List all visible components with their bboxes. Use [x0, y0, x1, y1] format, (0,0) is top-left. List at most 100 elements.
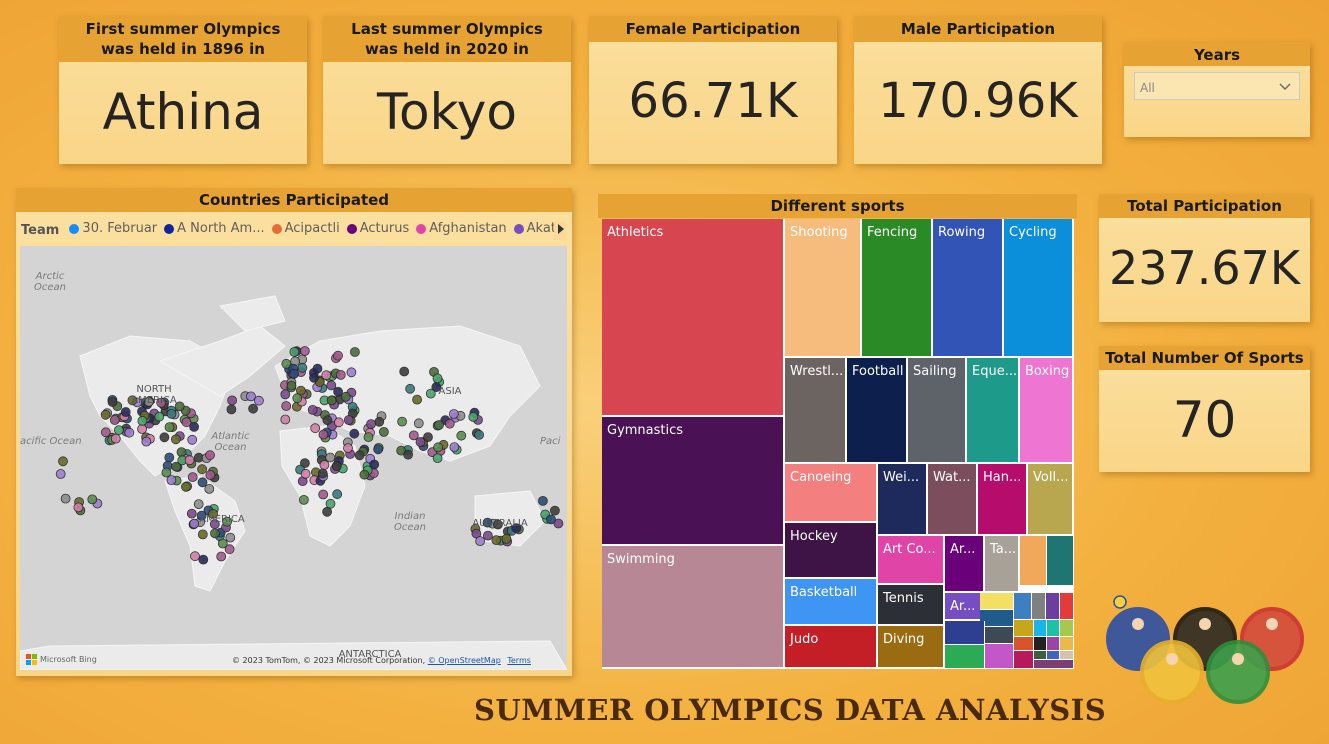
team-location-dot[interactable]	[423, 432, 433, 443]
legend-next-arrow[interactable]	[554, 222, 566, 240]
team-location-dot[interactable]	[197, 477, 208, 488]
team-location-dot[interactable]	[216, 551, 227, 562]
treemap-cell[interactable]: Sailing	[908, 358, 967, 464]
team-location-dot[interactable]	[110, 433, 121, 444]
team-location-dot[interactable]	[164, 422, 175, 433]
team-location-dot[interactable]	[73, 502, 84, 513]
team-location-dot[interactable]	[292, 393, 303, 404]
team-location-dot[interactable]	[280, 414, 291, 425]
team-location-dot[interactable]	[346, 367, 357, 378]
team-location-dot[interactable]	[415, 437, 426, 447]
team-location-dot[interactable]	[425, 388, 436, 399]
treemap-cell[interactable]: Swimming	[602, 546, 785, 669]
team-location-dot[interactable]	[312, 363, 323, 374]
treemap-cell[interactable]: Basketball	[785, 579, 878, 626]
team-location-dot[interactable]	[193, 499, 204, 510]
team-location-dot[interactable]	[363, 432, 374, 443]
team-location-dot[interactable]	[448, 409, 459, 419]
team-location-dot[interactable]	[55, 469, 66, 479]
team-location-dot[interactable]	[289, 368, 300, 379]
treemap-cell-small[interactable]	[1060, 620, 1074, 637]
treemap-cell-small[interactable]	[1014, 593, 1032, 620]
legend-item[interactable]: Acturus	[346, 221, 409, 236]
treemap-cell-small[interactable]	[980, 644, 1014, 669]
team-location-dot[interactable]	[197, 529, 208, 540]
team-location-dot[interactable]	[114, 425, 124, 436]
team-location-dot[interactable]	[399, 366, 410, 377]
team-location-dot[interactable]	[87, 494, 98, 505]
treemap-cell-small[interactable]	[945, 645, 985, 669]
team-location-dot[interactable]	[124, 427, 135, 438]
team-location-dot[interactable]	[190, 551, 200, 562]
team-location-dot[interactable]	[318, 429, 329, 440]
treemap-cell[interactable]: Judo	[785, 626, 878, 669]
team-location-dot[interactable]	[449, 442, 460, 453]
team-location-dot[interactable]	[482, 530, 493, 541]
team-location-dot[interactable]	[181, 417, 192, 428]
treemap-cell-small[interactable]	[1034, 660, 1074, 669]
team-location-dot[interactable]	[309, 372, 319, 383]
team-location-dot[interactable]	[196, 510, 207, 521]
team-location-dot[interactable]	[405, 383, 416, 394]
team-location-dot[interactable]	[281, 401, 292, 411]
team-location-dot[interactable]	[511, 523, 522, 534]
team-location-dot[interactable]	[322, 506, 333, 517]
team-location-dot[interactable]	[164, 452, 175, 463]
treemap-cell[interactable]: Eque...	[967, 358, 1020, 464]
team-location-dot[interactable]	[156, 397, 167, 408]
team-location-dot[interactable]	[248, 403, 259, 414]
treemap-cell[interactable]: Han...	[978, 464, 1028, 536]
team-location-dot[interactable]	[109, 415, 120, 425]
team-location-dot[interactable]	[475, 536, 486, 547]
team-location-dot[interactable]	[180, 481, 191, 492]
team-location-dot[interactable]	[60, 493, 71, 504]
team-location-dot[interactable]	[227, 395, 238, 406]
treemap-cell[interactable]: Ta...	[985, 536, 1020, 593]
team-location-dot[interactable]	[189, 421, 200, 432]
terms-link[interactable]: Terms	[507, 656, 531, 665]
team-location-dot[interactable]	[408, 430, 419, 441]
treemap-cell[interactable]: Football	[847, 358, 908, 464]
team-location-dot[interactable]	[343, 415, 354, 425]
team-location-dot[interactable]	[456, 430, 467, 441]
team-location-dot[interactable]	[359, 469, 370, 480]
team-location-dot[interactable]	[299, 458, 310, 469]
team-location-dot[interactable]	[332, 489, 343, 500]
team-location-dot[interactable]	[171, 461, 182, 472]
team-location-dot[interactable]	[137, 424, 147, 434]
team-location-dot[interactable]	[333, 350, 343, 361]
team-location-dot[interactable]	[204, 483, 215, 494]
team-location-dot[interactable]	[120, 407, 131, 417]
years-dropdown[interactable]: All	[1134, 72, 1300, 100]
team-location-dot[interactable]	[161, 467, 172, 478]
treemap-cell-small[interactable]	[1034, 620, 1047, 637]
treemap-cell-small[interactable]	[945, 621, 985, 645]
treemap-cell-small[interactable]	[1034, 651, 1047, 660]
treemap-cell-small[interactable]	[1034, 637, 1047, 651]
team-location-dot[interactable]	[222, 516, 233, 527]
treemap-cell[interactable]: Voll...	[1028, 464, 1074, 536]
treemap-cell[interactable]: Boxing	[1020, 358, 1074, 464]
team-location-dot[interactable]	[100, 409, 111, 420]
team-location-dot[interactable]	[198, 554, 209, 565]
team-location-dot[interactable]	[186, 508, 197, 519]
treemap-cell[interactable]: Athletics	[602, 219, 785, 417]
team-location-dot[interactable]	[299, 346, 310, 356]
team-location-dot[interactable]	[174, 401, 185, 412]
team-location-dot[interactable]	[226, 404, 237, 415]
treemap-cell[interactable]: Fencing	[862, 219, 933, 358]
team-location-dot[interactable]	[319, 460, 330, 470]
team-location-dot[interactable]	[154, 411, 165, 422]
treemap-cell[interactable]: Tennis	[878, 585, 945, 626]
team-location-dot[interactable]	[468, 411, 479, 422]
team-location-dot[interactable]	[100, 427, 111, 438]
team-location-dot[interactable]	[176, 447, 187, 458]
treemap-cell[interactable]: Gymnastics	[602, 417, 785, 546]
team-location-dot[interactable]	[325, 452, 336, 463]
treemap-cell[interactable]: Ar...	[945, 593, 985, 621]
team-location-dot[interactable]	[166, 408, 177, 419]
team-location-dot[interactable]	[501, 533, 512, 544]
team-location-dot[interactable]	[210, 528, 220, 539]
team-location-dot[interactable]	[432, 373, 443, 384]
team-location-dot[interactable]	[253, 395, 264, 406]
